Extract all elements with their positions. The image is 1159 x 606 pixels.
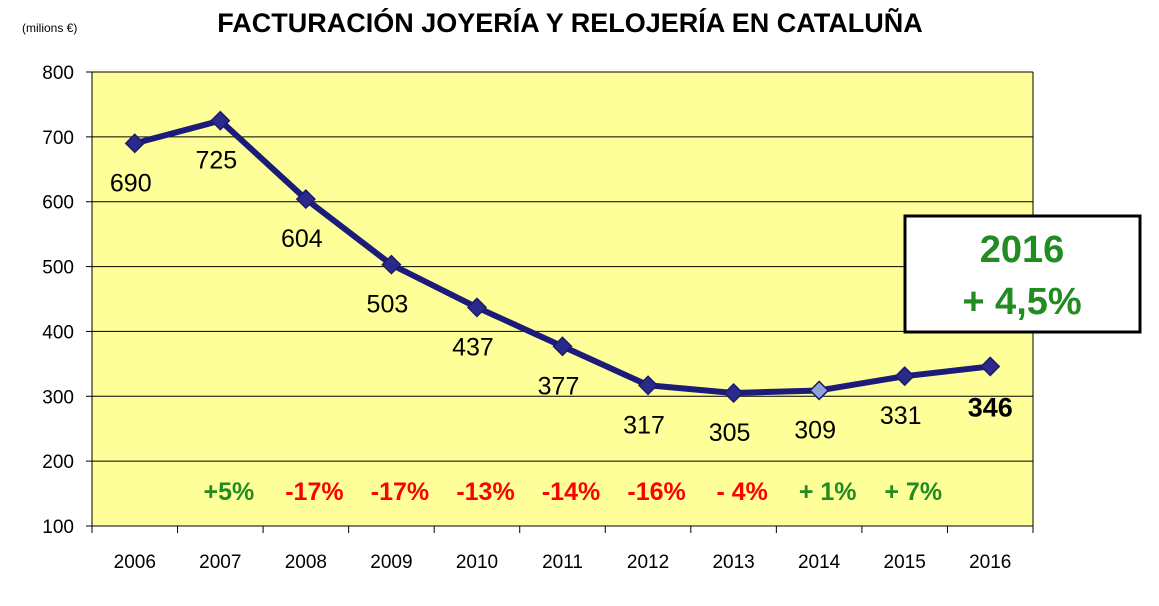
x-tick-label: 2013 [712,552,754,573]
data-label: 346 [968,392,1013,422]
x-tick-label: 2011 [542,552,583,573]
data-label: 725 [195,147,237,175]
highlight-box-year: 2016 [980,229,1065,271]
change-label: -13% [456,478,514,506]
change-label: -16% [627,478,685,506]
data-point [980,356,1001,377]
y-tick-label: 100 [42,517,74,538]
data-point [552,336,573,357]
chart-title: FACTURACIÓN JOYERÍA Y RELOJERÍA EN CATAL… [217,7,923,38]
x-tick-label: 2010 [456,552,498,573]
data-point [637,375,659,396]
change-label: + 1% [799,478,857,506]
x-tick-label: 2012 [627,552,669,573]
change-label: +5% [204,478,255,506]
change-label: -17% [371,478,429,506]
data-label: 305 [709,419,751,447]
data-label: 317 [623,411,665,439]
y-tick-label: 400 [42,322,74,343]
y-tick-label: 700 [42,128,74,149]
change-label: - 4% [716,478,767,506]
y-tick-label: 300 [42,387,74,408]
change-label: -14% [542,478,600,506]
highlight-box [903,214,1142,334]
x-tick-label: 2016 [969,552,1011,573]
data-point [809,380,830,401]
y-tick-label: 800 [42,63,74,84]
data-label: 331 [880,402,922,430]
highlight-box-change: + 4,5% [962,281,1081,323]
change-label: + 7% [884,478,942,506]
x-tick-label: 2008 [285,552,327,573]
data-label: 690 [110,169,152,197]
data-point [723,382,744,404]
data-point [295,189,316,210]
x-tick-label: 2015 [884,552,926,573]
change-label: -17% [285,478,343,506]
data-point [124,133,145,154]
plot-area [92,72,1033,526]
x-tick-label: 2007 [199,552,241,573]
y-tick-label: 200 [42,452,74,473]
data-label: 309 [794,416,836,444]
data-point [381,254,402,275]
data-label: 503 [367,291,409,319]
x-tick-label: 2006 [114,552,156,573]
data-label: 437 [452,333,494,361]
data-point [894,366,915,387]
y-tick-label: 600 [42,193,74,214]
y-tick-label: 500 [42,258,74,279]
unit-label: (milions €) [22,21,77,35]
x-tick-label: 2009 [370,552,412,573]
data-label: 604 [281,225,323,253]
data-label: 377 [538,372,580,400]
data-point [466,297,488,318]
x-tick-label: 2014 [798,552,841,573]
data-point [210,110,231,131]
